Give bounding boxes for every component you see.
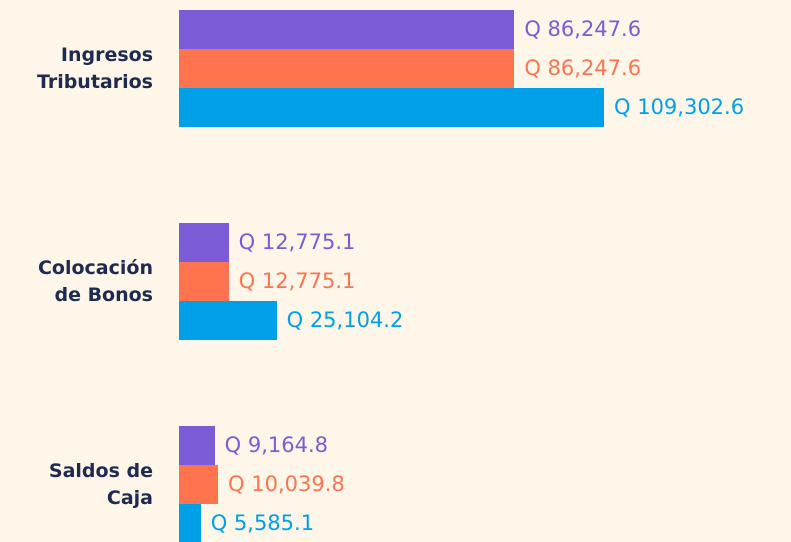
- value-label: Q 12,775.1: [238, 269, 356, 293]
- bar: [179, 10, 515, 49]
- bar: [179, 223, 229, 262]
- value-label: Q 25,104.2: [286, 308, 404, 332]
- bar: [179, 465, 219, 504]
- bar: [179, 49, 515, 88]
- value-label: Q 5,585.1: [210, 511, 315, 535]
- value-label: Q 12,775.1: [238, 230, 356, 254]
- category-label: Ingresos Tributarios: [36, 43, 153, 93]
- value-label: Q 86,247.6: [524, 17, 642, 41]
- value-label: Q 109,302.6: [614, 95, 745, 119]
- bar: [179, 426, 215, 465]
- value-label: Q 9,164.8: [224, 433, 328, 457]
- bar: [179, 301, 277, 340]
- bar: [179, 504, 201, 542]
- bar: [179, 88, 604, 127]
- value-label: Q 10,039.8: [228, 472, 345, 496]
- bar: [179, 262, 229, 301]
- category-label: Saldos de Caja: [48, 459, 153, 509]
- value-label: Q 86,247.6: [524, 56, 642, 80]
- category-label: Colocación de Bonos: [37, 256, 153, 306]
